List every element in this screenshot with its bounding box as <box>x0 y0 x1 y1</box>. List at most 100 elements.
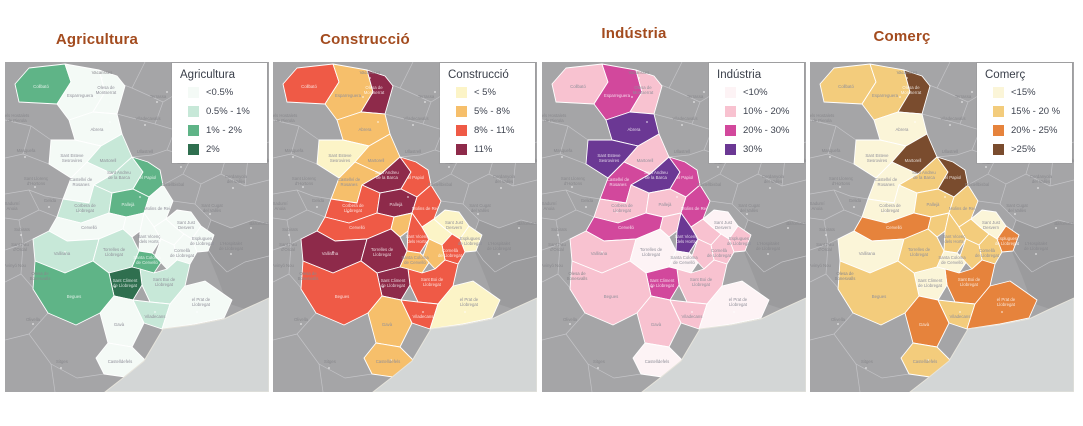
town-dot <box>927 359 929 361</box>
background-place-label: Masquefa <box>822 148 841 153</box>
municipality-label-sant_climent_de_llobregat: Sant Climent de Llobregat <box>650 278 675 288</box>
background-place-label: Sant Llorenç d'Hortons <box>561 176 586 186</box>
legend-label: 10% - 20% <box>743 106 790 117</box>
background-place-label: Gelida <box>312 198 325 203</box>
municipality-label-sant_climent_de_llobregat: Sant Climent de Llobregat <box>918 278 943 288</box>
town-dot <box>139 196 141 198</box>
town-dot <box>60 367 62 369</box>
town-dot <box>328 367 330 369</box>
municipality-label-molins_de_rei: Molins de Rei <box>681 206 707 211</box>
town-dot <box>166 91 168 93</box>
town-dot <box>362 96 364 98</box>
municipality-label-torrelles_de_llobregat: Torrelles de Llobregat <box>908 247 931 257</box>
background-place-label: Sant Pau d'Ordal <box>548 242 566 252</box>
legend-comerc: Comerç <15% 15% - 20 % 20% - 25% >25% <box>977 63 1072 163</box>
municipality-label-olesa_de_montserrat: Olesa de Montserrat <box>901 85 922 95</box>
municipality-label-cervello: Cervelló <box>349 225 365 230</box>
background-place-label: Castellbisbal <box>160 182 184 187</box>
municipality-label-sant_boi_de_llobregat: Sant Boi de Llobregat <box>958 277 981 287</box>
town-dot <box>631 96 633 98</box>
background-border <box>763 255 806 273</box>
map-panel-comerc: Vacarisses Terrassa Viladecavalls Ullastrel… <box>810 62 1074 392</box>
municipality-label-vallirana: Vallirana <box>54 251 71 256</box>
municipality-label-sant_vicenc_dels_horts: Sant Vicenç dels Horts <box>406 234 430 244</box>
town-dot <box>985 166 987 168</box>
municipality-label-torrelles_de_llobregat: Torrelles de Llobregat <box>103 247 126 257</box>
background-place-label: Sadurní Anoia <box>810 201 825 211</box>
town-dot <box>114 286 116 288</box>
background-place-label: L'Hospitalet de Llobregat <box>1024 241 1049 251</box>
background-place-label: Viladecavalls <box>403 116 428 121</box>
background-place-label: Subirats <box>551 227 567 232</box>
municipality-label-castelldefels: Castelldefels <box>108 359 133 364</box>
legend-item: <0.5% <box>188 87 258 98</box>
background-place-label: Sitges <box>324 359 336 364</box>
town-dot <box>209 213 211 215</box>
town-dot <box>196 311 198 313</box>
town-dot <box>959 311 961 313</box>
legend-item: >25% <box>993 144 1063 155</box>
municipality-label-palleja: Pallejà <box>390 202 404 207</box>
map-panel-construccio: Vacarisses Terrassa Viladecavalls Ullastrel… <box>273 62 537 392</box>
town-dot <box>412 124 414 126</box>
town-dot <box>369 77 371 79</box>
map-panel-agricultura: Vacarisses Terrassa Viladecavalls Ullastrel… <box>5 62 269 392</box>
municipality-label-martorell: Martorell <box>905 158 922 163</box>
town-dot <box>569 323 571 325</box>
legend-label: 0.5% - 1% <box>206 106 250 117</box>
town-dot <box>122 359 124 361</box>
town-dot <box>746 213 748 215</box>
background-place-label: L'Hospitalet de Llobregat <box>219 241 244 251</box>
map-title-comerc: Comerç <box>873 28 931 45</box>
legend-swatch <box>725 106 736 117</box>
town-dot <box>767 253 769 255</box>
town-dot <box>971 91 973 93</box>
town-dot <box>601 251 603 253</box>
municipality-label-castelldefels: Castelldefels <box>376 359 401 364</box>
municipality-label-cornella_de_llobregat: Cornellà de Llobregat <box>707 248 732 258</box>
municipality-label-vallirana: Vallirana <box>591 251 608 256</box>
legend-label: 1% - 2% <box>206 125 242 136</box>
legend-swatch <box>993 106 1004 117</box>
municipality-label-esparreguera: Esparreguera <box>872 93 899 98</box>
background-border <box>731 203 806 229</box>
town-dot <box>659 359 661 361</box>
municipality-label-castelldefels: Castelldefels <box>645 359 670 364</box>
background-place-label: Cerdanyola del Vallès <box>225 174 248 184</box>
municipality-label-palleja: Pallejà <box>659 202 673 207</box>
municipality-label-sant_andreu_de_la_barca: Sant Andreu de la Barca <box>644 170 668 180</box>
municipality-label-sant_esteve_sesrovires: Sant Esteve Sesrovires <box>60 153 84 163</box>
town-dot <box>434 91 436 93</box>
background-place-label: Gelida <box>581 198 594 203</box>
background-border <box>810 189 869 200</box>
town-dot <box>332 251 334 253</box>
background-place-label: Sant Cugat del Vallès <box>201 203 223 213</box>
town-dot <box>961 101 963 103</box>
municipality-label-castellvi_de_rosanes: Castellví de Rosanes <box>875 177 898 187</box>
background-border <box>810 243 829 251</box>
town-dot <box>1014 213 1016 215</box>
legend-swatch <box>456 87 467 98</box>
town-dot <box>377 121 379 123</box>
legend-label: >25% <box>1011 144 1036 155</box>
legend-label: <10% <box>743 87 768 98</box>
background-place-label: Sadurní Anoia <box>5 201 20 211</box>
town-dot <box>20 234 22 236</box>
background-border <box>273 189 332 200</box>
background-place-label: Ullastrell <box>674 149 691 154</box>
background-place-label: Ullastrell <box>405 149 422 154</box>
background-place-label: Sant Pau d'Ordal <box>279 242 297 252</box>
background-place-label: Olesa de Bonesvalls <box>298 271 319 281</box>
legend-item: <15% <box>993 87 1063 98</box>
municipality-label-esparreguera: Esparreguera <box>335 93 362 98</box>
background-border <box>542 243 561 251</box>
municipality-label-vallirana: Vallirana <box>322 251 339 256</box>
background-place-label: Barcelona <box>786 221 806 226</box>
municipality-label-santa_coloma_de_cervello: Santa Coloma de Cervelló <box>670 255 698 265</box>
municipality-label-olesa_de_montserrat: Olesa de Montserrat <box>364 85 385 95</box>
town-dot <box>646 121 648 123</box>
legend-label: 11% <box>474 144 493 155</box>
legend-item: < 5% <box>456 87 526 98</box>
town-dot <box>464 311 466 313</box>
town-dot <box>1035 253 1037 255</box>
